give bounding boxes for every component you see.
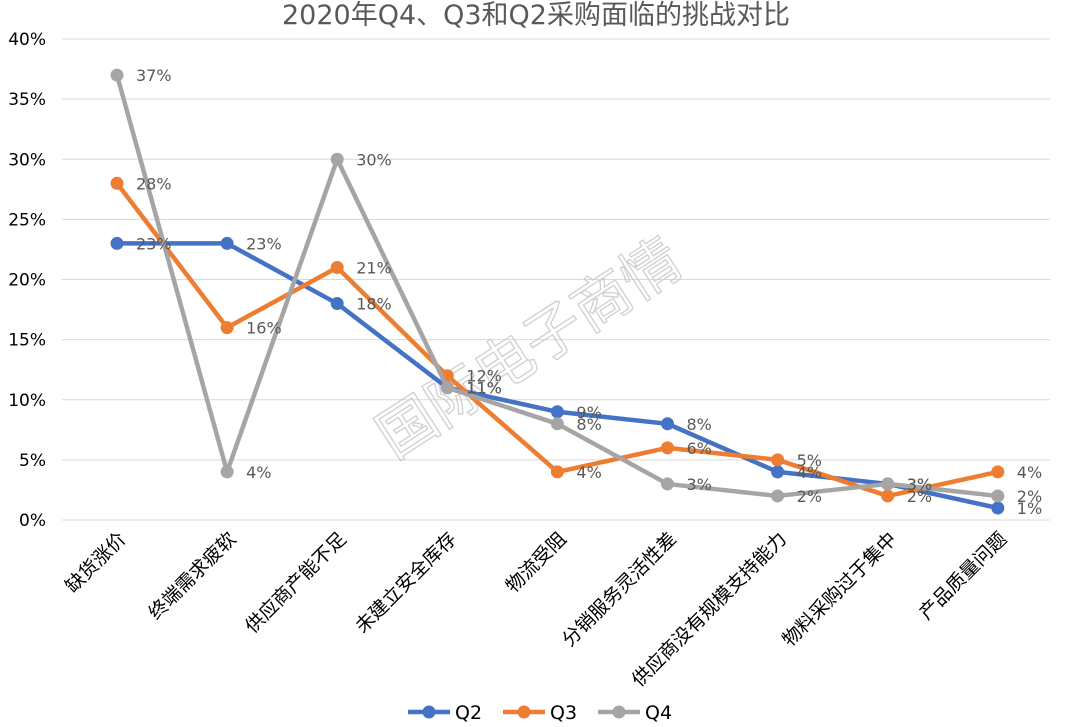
data-label: 4% <box>797 463 822 482</box>
data-point <box>771 489 785 503</box>
data-label: 5% <box>797 451 822 470</box>
data-label: 9% <box>576 403 601 422</box>
data-label: 3% <box>907 475 932 494</box>
data-label: 18% <box>356 295 392 314</box>
x-tick-label: 物流受阻 <box>502 528 571 597</box>
x-axis-tick-labels: 缺货涨价 终端需求疲软 供应商产能不足 未建立安全库存 物流受阻分销服务灵活性差供应商没… <box>61 528 1011 691</box>
series-q4 <box>110 68 1005 503</box>
data-labels: 23% 23%18%11%9%8%4%3%1%28%16%21%12%4%6%5%… <box>136 66 1042 518</box>
legend-swatch-marker <box>517 705 531 719</box>
legend-item-q3: Q3 <box>503 702 577 724</box>
chart-title: 2020年Q4、Q3和Q2采购面临的挑战对比 <box>282 0 790 31</box>
data-point <box>220 465 234 479</box>
data-label: 2% <box>1017 487 1042 506</box>
data-label: 21% <box>356 258 392 277</box>
data-point <box>991 489 1005 503</box>
y-tick-label: 15% <box>8 331 46 351</box>
y-tick-label: 25% <box>8 210 46 230</box>
watermark-text: 国际电子商情 <box>365 225 694 472</box>
legend-item-q2: Q2 <box>408 702 482 724</box>
data-point <box>110 236 124 250</box>
data-label: 3% <box>907 475 932 494</box>
data-label: 12% <box>466 367 502 386</box>
y-tick-label: 0% <box>19 511 46 531</box>
data-label: 4% <box>246 463 271 482</box>
data-point <box>881 477 895 491</box>
y-tick-label: 20% <box>8 271 46 291</box>
y-tick-label: 10% <box>8 391 46 411</box>
data-label: 30% <box>356 150 392 169</box>
legend-label: Q2 <box>455 702 482 724</box>
data-point <box>881 489 895 503</box>
x-tick-label: 供应商产能不足 <box>241 528 351 638</box>
data-point <box>330 297 344 311</box>
data-label: 8% <box>576 415 601 434</box>
series-line <box>114 72 1001 499</box>
data-point <box>771 453 785 467</box>
data-point <box>661 417 674 431</box>
data-point <box>771 465 785 479</box>
legend-swatch-marker <box>422 705 436 719</box>
data-label: 1% <box>1017 499 1042 518</box>
legend-swatch-marker <box>612 705 626 719</box>
y-tick-label: 40% <box>8 30 46 50</box>
series-q2 <box>110 236 1005 515</box>
data-point <box>661 441 674 455</box>
data-point <box>550 405 564 419</box>
data-point <box>991 465 1005 479</box>
data-label: 28% <box>136 174 172 193</box>
data-point <box>661 477 674 491</box>
data-label: 11% <box>466 379 502 398</box>
data-point <box>330 152 344 166</box>
data-label: 6% <box>687 439 712 458</box>
legend-item-q4: Q4 <box>598 702 672 724</box>
series-q3 <box>110 176 1005 503</box>
data-label: 37% <box>136 66 172 85</box>
data-label: 8% <box>687 415 712 434</box>
data-label: 3% <box>687 475 712 494</box>
data-label: 2% <box>907 487 932 506</box>
data-label: 2% <box>797 487 822 506</box>
data-label: 4% <box>576 463 601 482</box>
data-label: 16% <box>246 319 282 338</box>
legend: Q2 Q3 Q4 <box>408 702 672 724</box>
x-tick-label: 终端需求疲软 <box>144 528 240 624</box>
data-point <box>991 501 1005 515</box>
y-axis-tick-labels: 0% 5% 10% 15% 20% 25% 30% 35% 40% <box>8 30 46 531</box>
x-tick-label: 未建立安全库存 <box>351 528 461 638</box>
watermark: 国际电子商情 <box>364 224 694 472</box>
legend-label: Q3 <box>550 702 577 724</box>
data-point <box>440 381 454 395</box>
data-point <box>110 176 124 190</box>
x-tick-label: 缺货涨价 <box>61 528 130 597</box>
data-label: 11% <box>466 379 502 398</box>
data-point <box>330 260 344 274</box>
data-label: 4% <box>1017 463 1042 482</box>
data-point <box>550 465 564 479</box>
data-point <box>220 236 234 250</box>
x-tick-label: 产品质量问题 <box>915 528 1011 624</box>
legend-label: Q4 <box>645 702 672 724</box>
data-point <box>220 321 234 335</box>
data-label: 23% <box>246 234 282 253</box>
data-label: 23% <box>136 234 172 253</box>
x-tick-label: 物料采购过于集中 <box>778 528 901 651</box>
y-tick-label: 35% <box>8 90 46 110</box>
gridlines <box>62 38 1050 521</box>
data-point <box>110 68 124 82</box>
series-lines <box>110 68 1005 515</box>
y-tick-label: 5% <box>19 451 46 471</box>
y-tick-label: 30% <box>8 150 46 170</box>
data-point <box>550 417 564 431</box>
x-tick-label: 分销服务灵活性差 <box>558 528 681 651</box>
